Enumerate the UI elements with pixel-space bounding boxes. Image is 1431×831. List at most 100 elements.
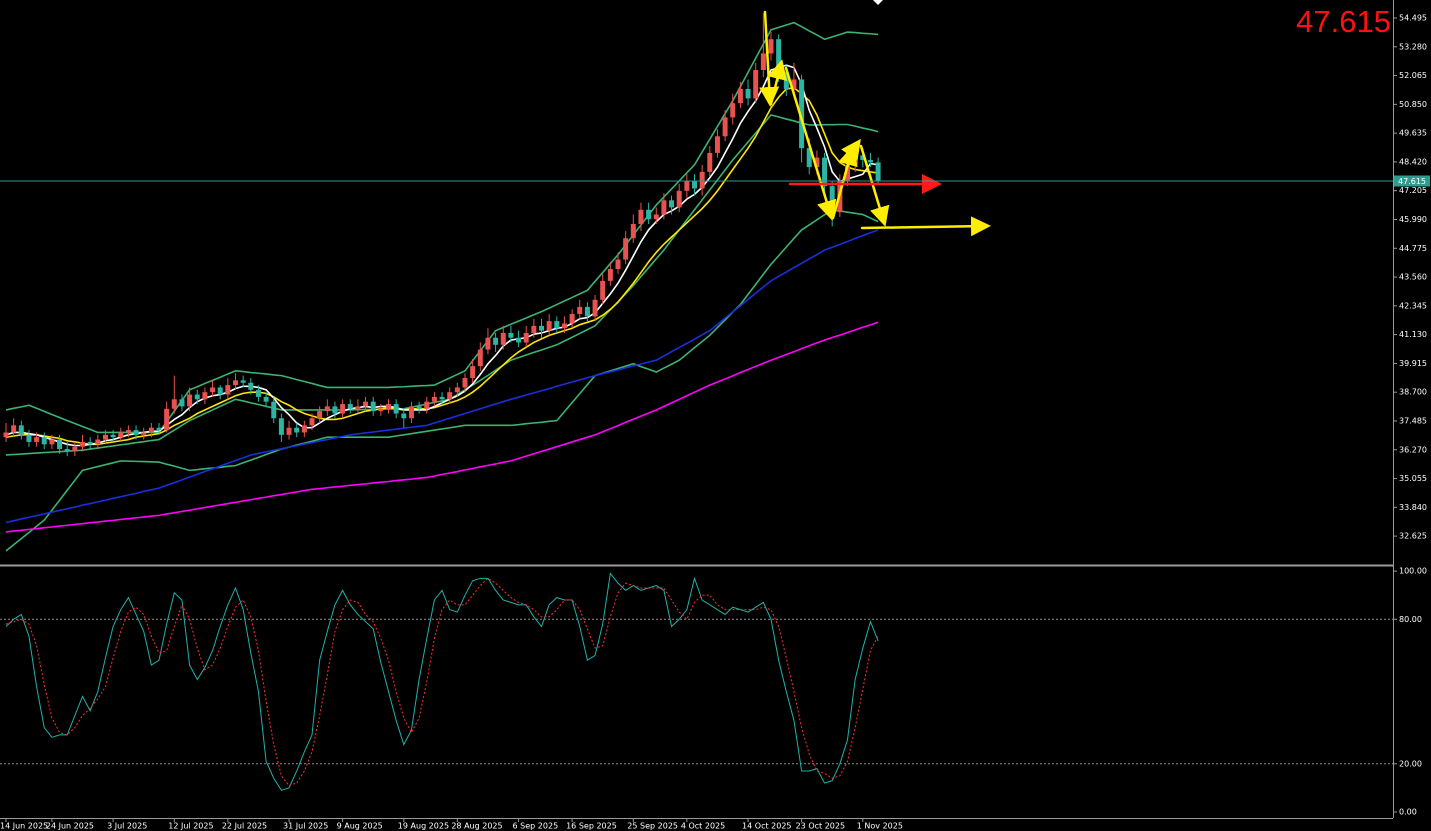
y-tick-label: 48.420 <box>1399 157 1427 166</box>
candle-body <box>852 155 858 165</box>
y-tick-label: 42.345 <box>1399 301 1427 310</box>
candle-body <box>584 306 590 317</box>
candle-body <box>745 88 751 99</box>
candle-body <box>301 425 307 433</box>
candle-body <box>41 437 47 445</box>
x-tick-label: 16 Sep 2025 <box>566 822 617 831</box>
x-tick-label: 31 Jul 2025 <box>283 822 328 831</box>
candle-body <box>347 404 353 409</box>
candle-body <box>653 214 659 220</box>
candle-body <box>462 377 468 388</box>
candle-body <box>424 401 430 409</box>
y-tick-label: 45.990 <box>1399 215 1427 224</box>
candle-body <box>447 392 453 400</box>
x-tick-label: 19 Aug 2025 <box>398 822 449 831</box>
candle-body <box>776 39 782 73</box>
candle-body <box>615 259 621 270</box>
candle-body <box>240 380 246 383</box>
candle-body <box>737 88 743 104</box>
candle-body <box>554 321 560 329</box>
y-tick-label: 49.635 <box>1399 129 1427 138</box>
y-tick-label: 38.700 <box>1399 388 1427 397</box>
candle-body <box>355 406 361 409</box>
candle-body <box>722 117 728 137</box>
candle-body <box>278 418 284 435</box>
last-price-tag <box>1394 175 1430 187</box>
candle-body <box>233 380 238 386</box>
x-tick-label: 9 Aug 2025 <box>337 822 383 831</box>
x-tick-label: 14 Jun 2025 <box>0 822 48 831</box>
y-tick-label: 54.495 <box>1399 14 1427 23</box>
candle-body <box>408 406 414 419</box>
x-tick-label: 25 Sep 2025 <box>627 822 678 831</box>
y-tick-label: 43.560 <box>1399 273 1427 282</box>
candle-body <box>217 387 223 395</box>
y-tick-label: 52.065 <box>1399 71 1427 80</box>
shift-marker <box>873 0 883 5</box>
x-tick-label: 24 Jun 2025 <box>46 822 94 831</box>
arrow <box>841 138 861 162</box>
candle-body <box>768 39 774 54</box>
candle-body <box>638 209 644 224</box>
candle-body <box>470 366 476 378</box>
candle-body <box>34 437 40 442</box>
candle-body <box>439 396 445 400</box>
candle-body <box>332 406 338 414</box>
y-tick-label: 33.840 <box>1399 503 1427 512</box>
candle-body <box>187 394 193 407</box>
candle-body <box>829 186 835 213</box>
arrow <box>767 59 788 106</box>
y-tick-label: 41.130 <box>1399 330 1427 339</box>
candle-body <box>194 394 200 400</box>
y-tick-label: 20.00 <box>1399 759 1422 768</box>
candle-body <box>646 209 652 220</box>
candle-body <box>485 337 491 350</box>
x-tick-label: 22 Jul 2025 <box>222 822 267 831</box>
candle-body <box>822 157 828 187</box>
candle-body <box>164 408 170 431</box>
candle-body <box>714 136 720 153</box>
candle-body <box>225 385 231 395</box>
arrow <box>759 10 780 107</box>
indicator-line <box>5 321 879 533</box>
candle-body <box>875 162 881 181</box>
candle-body <box>454 387 460 393</box>
candle-body <box>806 148 812 168</box>
candle-body <box>95 439 101 445</box>
candle-body <box>3 432 9 438</box>
candle-body <box>401 413 407 419</box>
candle-body <box>516 337 522 343</box>
candle-body <box>500 332 506 345</box>
annotations <box>759 10 991 237</box>
candle-body <box>57 439 63 450</box>
candle-body <box>477 349 483 367</box>
candle-body <box>791 79 797 89</box>
y-tick-label: 53.280 <box>1399 42 1427 51</box>
candle-body <box>546 321 552 331</box>
x-tick-label: 12 Jul 2025 <box>168 822 213 831</box>
x-tick-label: 23 Oct 2025 <box>796 822 845 831</box>
candle-body <box>72 446 78 452</box>
y-tick-label: 44.775 <box>1399 244 1427 253</box>
candle-body <box>669 200 675 208</box>
candle-body <box>867 160 873 163</box>
y-tick-label: 39.915 <box>1399 359 1427 368</box>
candle-body <box>156 427 162 431</box>
candle-body <box>692 181 697 189</box>
candle-body <box>18 425 24 435</box>
indicator-line <box>5 572 879 791</box>
candle-body <box>600 280 606 300</box>
y-tick-label: 0.00 <box>1399 807 1417 816</box>
candle-body <box>148 427 154 433</box>
candle-body <box>661 200 667 215</box>
candle-body <box>493 337 499 345</box>
x-tick-label: 6 Sep 2025 <box>513 822 559 831</box>
candle-body <box>860 155 866 161</box>
y-tick-label: 37.485 <box>1399 416 1427 425</box>
candle-body <box>416 406 422 409</box>
candle-body <box>753 70 759 99</box>
current-price: 47.615 <box>1296 4 1391 39</box>
candle-body <box>431 396 437 402</box>
x-tick-label: 28 Aug 2025 <box>451 822 502 831</box>
candle-body <box>508 332 514 338</box>
